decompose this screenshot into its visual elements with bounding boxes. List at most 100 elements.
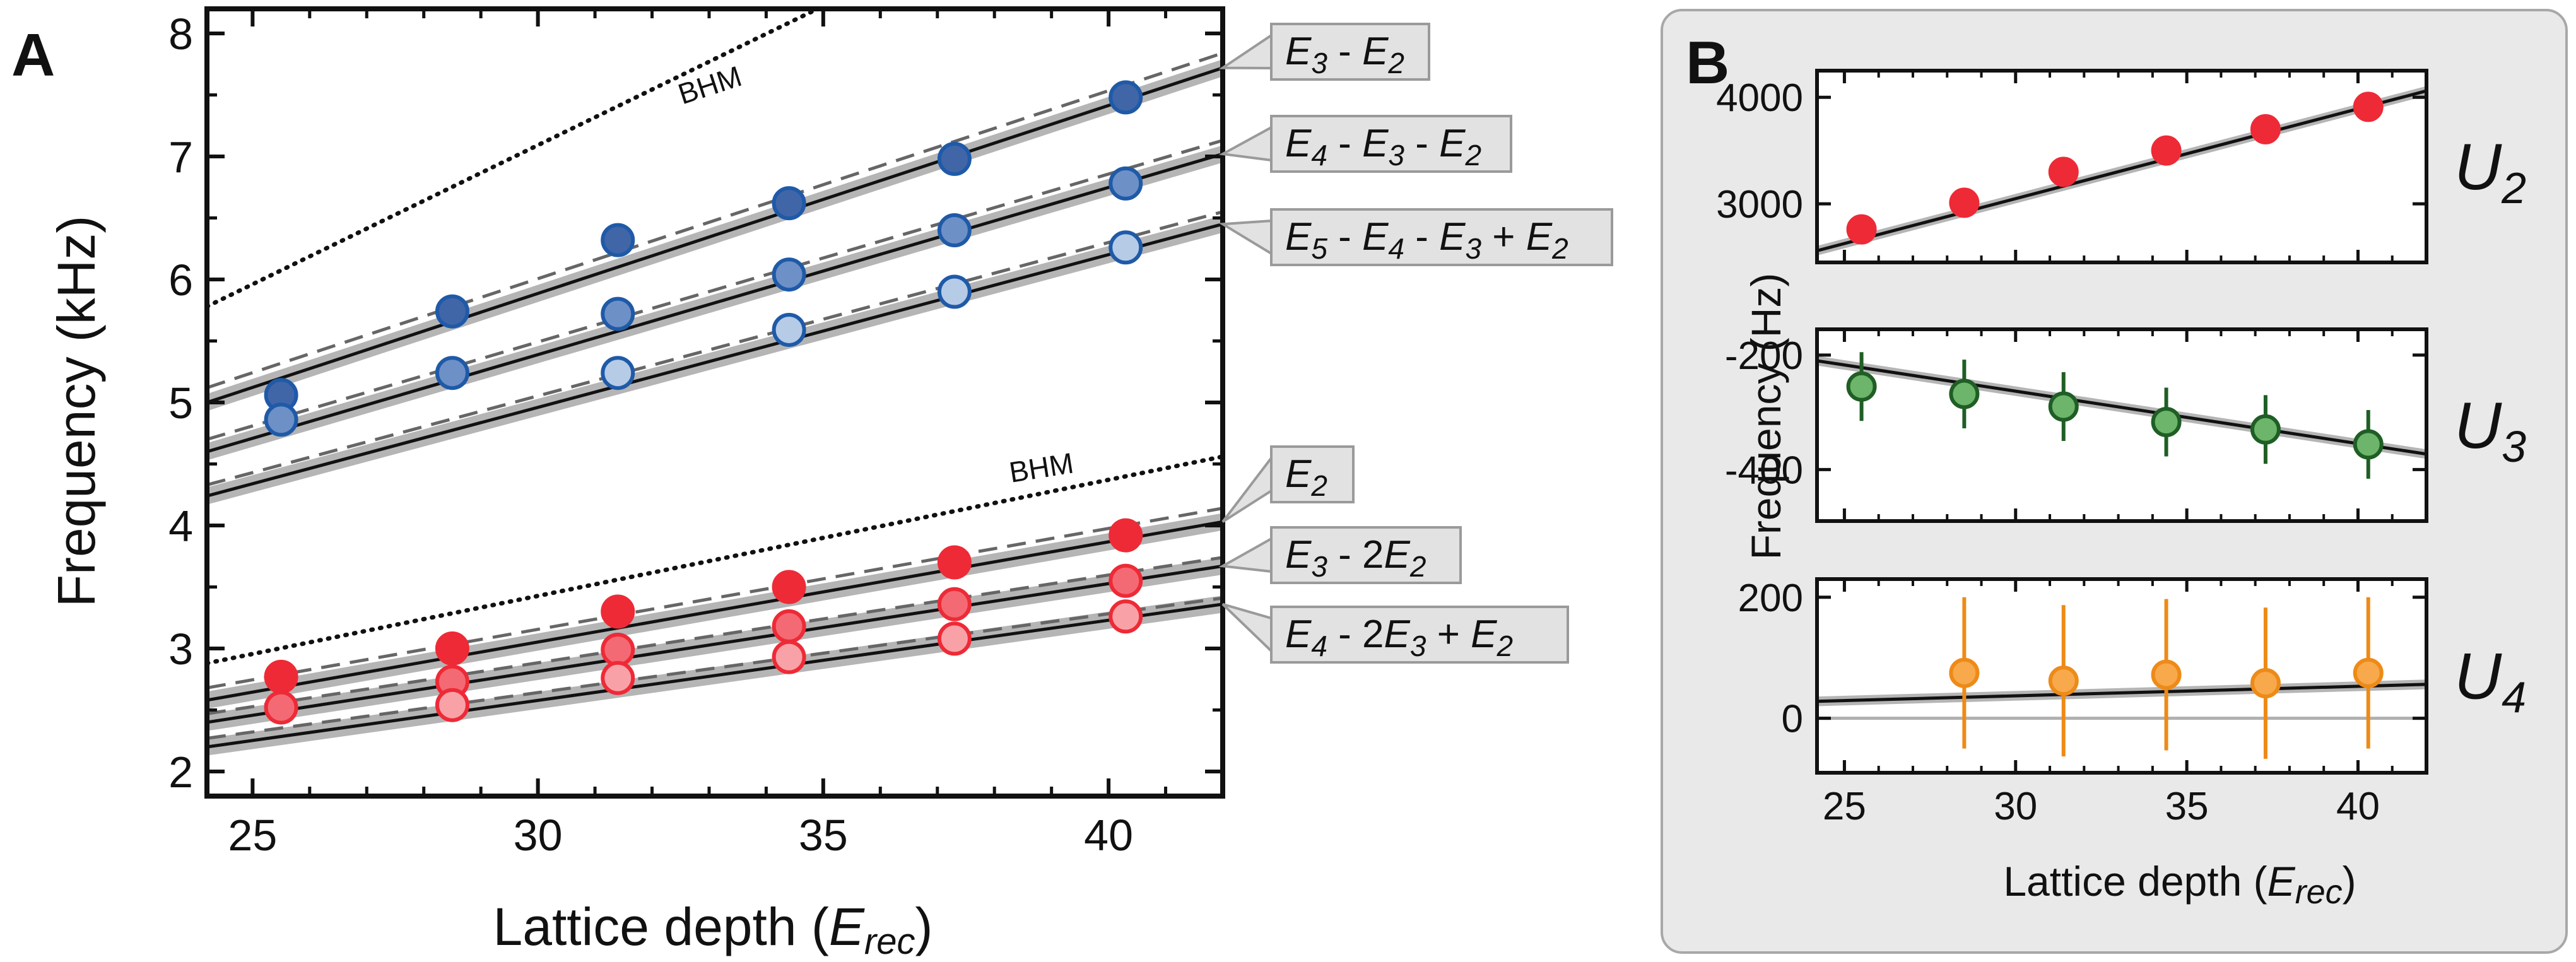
data-point: [2151, 135, 2182, 166]
x-tick-label: 40: [1084, 811, 1133, 860]
data-point: [1949, 187, 1980, 218]
y-tick-label: 0: [1782, 698, 1803, 741]
data-point: [937, 274, 972, 309]
y-tick-label: 4000: [1716, 76, 1803, 120]
label-part: -: [1327, 122, 1362, 165]
data-point: [2151, 659, 2182, 690]
label-part: E: [1362, 215, 1389, 259]
annotation-pointer: [1218, 219, 1273, 256]
y-tick-label: 7: [168, 132, 193, 182]
label-part: E: [1285, 215, 1312, 259]
data-point: [435, 631, 469, 666]
panel-a-xlabel: Lattice depth (Erec): [493, 897, 933, 962]
subplot-bg: [1817, 329, 2426, 521]
label-part: -: [1404, 122, 1439, 165]
data-point: [264, 690, 298, 725]
x-tick-label: 25: [228, 811, 277, 860]
label-part: +: [1481, 215, 1526, 259]
bhm-label: BHM: [1007, 447, 1076, 489]
bhm-line: [207, 9, 820, 309]
label-sub: 3: [2502, 422, 2526, 471]
bhm-line: [207, 454, 1223, 666]
label-part: +: [1426, 613, 1471, 656]
annotation-box: [1270, 115, 1512, 173]
label-sub: 2: [2501, 163, 2526, 213]
data-point: [772, 640, 806, 674]
label-sym: U: [2454, 389, 2502, 462]
label-part: - 2: [1327, 613, 1384, 656]
annotation-pointer: [1221, 602, 1273, 654]
label-part: 2: [1464, 139, 1481, 172]
data-point: [601, 660, 635, 695]
label-part: 3: [1311, 47, 1327, 79]
fit-line: [1817, 89, 2426, 252]
data-point: [772, 609, 806, 643]
data-point: [601, 594, 635, 629]
subplot-frame: [1815, 577, 2428, 775]
y-tick-label: 5: [168, 378, 193, 428]
subplot-inner: [1817, 86, 2426, 256]
label-part: E: [1285, 122, 1312, 165]
label-part: E: [1526, 215, 1553, 259]
data-point: [435, 356, 469, 390]
annotation-pointer: [1221, 454, 1273, 523]
data-point: [1846, 371, 1877, 402]
panel-b-label: B: [1686, 29, 1729, 97]
data-point: [2250, 668, 2281, 699]
panel-b-xlabel: Lattice depth (Erec): [2003, 858, 2356, 911]
label-part: E: [1285, 533, 1312, 577]
label-part: 2: [1409, 550, 1426, 583]
label-part: -: [1327, 215, 1362, 259]
label-part: 3: [1388, 139, 1404, 172]
data-point: [435, 688, 469, 722]
data-point: [264, 402, 298, 437]
data-point: [937, 141, 972, 176]
label-part: 4: [1311, 139, 1327, 172]
label-part: 3: [1465, 232, 1481, 265]
label-part: E: [1384, 533, 1411, 577]
series-label: E3 - E2: [1285, 30, 1404, 79]
data-point: [2353, 429, 2384, 460]
label-part: -: [1404, 215, 1439, 259]
subplot-bg: [1817, 579, 2426, 773]
data-point: [772, 312, 806, 347]
label-part: 4: [1388, 232, 1404, 265]
label-part: 4: [1311, 630, 1327, 662]
y-tick-label: 8: [168, 9, 193, 59]
subplot-inner: [1817, 597, 2426, 759]
subplot-label: U2: [2454, 131, 2526, 213]
data-point: [937, 621, 972, 656]
data-point: [937, 545, 972, 580]
panel-a-inner: [207, 9, 1223, 756]
dashed-line: [207, 507, 1223, 689]
data-point: [937, 213, 972, 247]
label-part: - 2: [1327, 533, 1384, 577]
fit-line: [207, 564, 1223, 724]
data-point: [264, 659, 298, 694]
series-label: E2: [1285, 452, 1327, 502]
label-part: E: [1362, 122, 1389, 165]
annotation-box: [1270, 445, 1355, 503]
data-point: [772, 257, 806, 292]
y-tick-label: 2: [168, 748, 193, 797]
annotation-box: [1270, 208, 1613, 266]
label-part: 5: [1311, 232, 1327, 265]
label-sym: U: [2454, 131, 2502, 204]
subplot-label: U3: [2454, 389, 2526, 471]
panel-a-ylabel: Frequency (kHz): [47, 216, 106, 607]
subplot-label: U4: [2454, 640, 2526, 722]
data-point: [2048, 666, 2079, 696]
data-point: [1109, 80, 1143, 115]
data-point: [937, 587, 972, 621]
x-tick-label: 35: [2165, 785, 2209, 828]
panel-b-ylabel: Frequency (Hz): [1743, 273, 1789, 560]
data-point: [601, 296, 635, 331]
data-point: [1949, 657, 1980, 688]
subplot-frame: [1815, 327, 2428, 523]
label-part: E: [1285, 613, 1312, 656]
annotation-pointer: [1218, 125, 1273, 162]
data-point: [772, 186, 806, 221]
data-point: [1949, 378, 1980, 409]
